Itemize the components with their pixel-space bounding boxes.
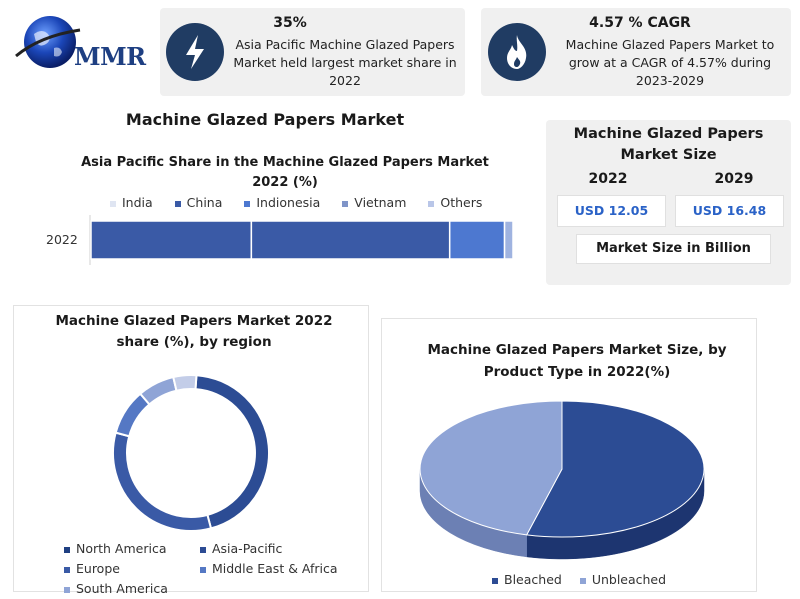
donut-chart-title: Machine Glazed Papers Market 2022 share … xyxy=(55,313,333,350)
legend-item: Unbleached xyxy=(579,572,666,587)
legend-item: Bleached xyxy=(492,572,562,587)
pie-panel: Machine Glazed Papers Market Size, by Pr… xyxy=(381,318,757,592)
donut-slice-europe xyxy=(111,431,213,532)
legend-item: Middle East & Africa xyxy=(199,561,338,576)
main-title: Machine Glazed Papers Market xyxy=(125,110,405,129)
stacked-bar-chart xyxy=(89,215,514,265)
stat-text: Asia Pacific Machine Glazed Papers Marke… xyxy=(233,37,457,88)
logo-text: MMR xyxy=(74,42,146,71)
legend-item: Asia-Pacific xyxy=(199,541,282,556)
donut-legend: North America Asia-Pacific Europe Middle… xyxy=(64,539,364,599)
legend-item: Indionesia xyxy=(244,195,320,210)
bar-segment-china xyxy=(90,220,253,260)
stat-head: 35% xyxy=(273,15,307,31)
donut-slice-other xyxy=(172,374,198,392)
donut-slice-middle-east-africa xyxy=(114,392,151,438)
pie-slice-bleached xyxy=(525,400,705,538)
donut-slice-asia-pacific xyxy=(194,374,271,530)
flame-icon xyxy=(488,23,546,81)
bar-chart-title: Asia Pacific Share in the Machine Glazed… xyxy=(81,155,489,190)
legend-item: Europe xyxy=(64,559,196,579)
legend-item: Others xyxy=(428,195,482,210)
lightning-icon xyxy=(166,23,224,81)
unit-label: Market Size in Billion xyxy=(576,234,771,264)
value-2029: USD 16.48 xyxy=(675,195,784,227)
bar-category-label: 2022 xyxy=(46,232,78,247)
pie-chart-title: Machine Glazed Papers Market Size, by Pr… xyxy=(427,342,727,380)
legend-item: North America xyxy=(64,539,196,559)
year-2029: 2029 xyxy=(714,171,754,187)
stat-head: 4.57 % CAGR xyxy=(589,15,691,31)
market-size-card: Machine Glazed Papers Market Size 2022 2… xyxy=(546,120,791,285)
pie-slice-unbleached xyxy=(419,400,563,536)
bar-legend: India China Indionesia Vietnam Others xyxy=(110,195,510,213)
bar-segment-vietnam xyxy=(448,220,506,260)
market-size-title: Machine Glazed Papers Market Size xyxy=(573,126,764,163)
bar-segment-indionesia xyxy=(250,220,451,260)
legend-item: India xyxy=(110,195,153,210)
stat-card-share: 35% Asia Pacific Machine Glazed Papers M… xyxy=(160,8,465,96)
legend-item: South America xyxy=(64,581,168,596)
stat-text: Machine Glazed Papers Market to grow at … xyxy=(565,37,775,88)
pie-legend: Bleached Unbleached xyxy=(492,572,666,587)
globe-icon xyxy=(15,16,81,68)
year-2022: 2022 xyxy=(588,171,628,187)
donut-panel: Machine Glazed Papers Market 2022 share … xyxy=(13,305,369,596)
bar-segment-others xyxy=(503,220,514,260)
legend-item: China xyxy=(174,195,222,210)
legend-item: Vietnam xyxy=(342,195,406,210)
stat-card-cagr: 4.57 % CAGR Machine Glazed Papers Market… xyxy=(481,8,791,96)
logo: MMR xyxy=(10,12,160,72)
pie-3d-chart xyxy=(419,400,705,560)
donut-chart xyxy=(111,374,271,532)
value-2022: USD 12.05 xyxy=(557,195,666,227)
donut-slice-south-america xyxy=(138,375,178,406)
